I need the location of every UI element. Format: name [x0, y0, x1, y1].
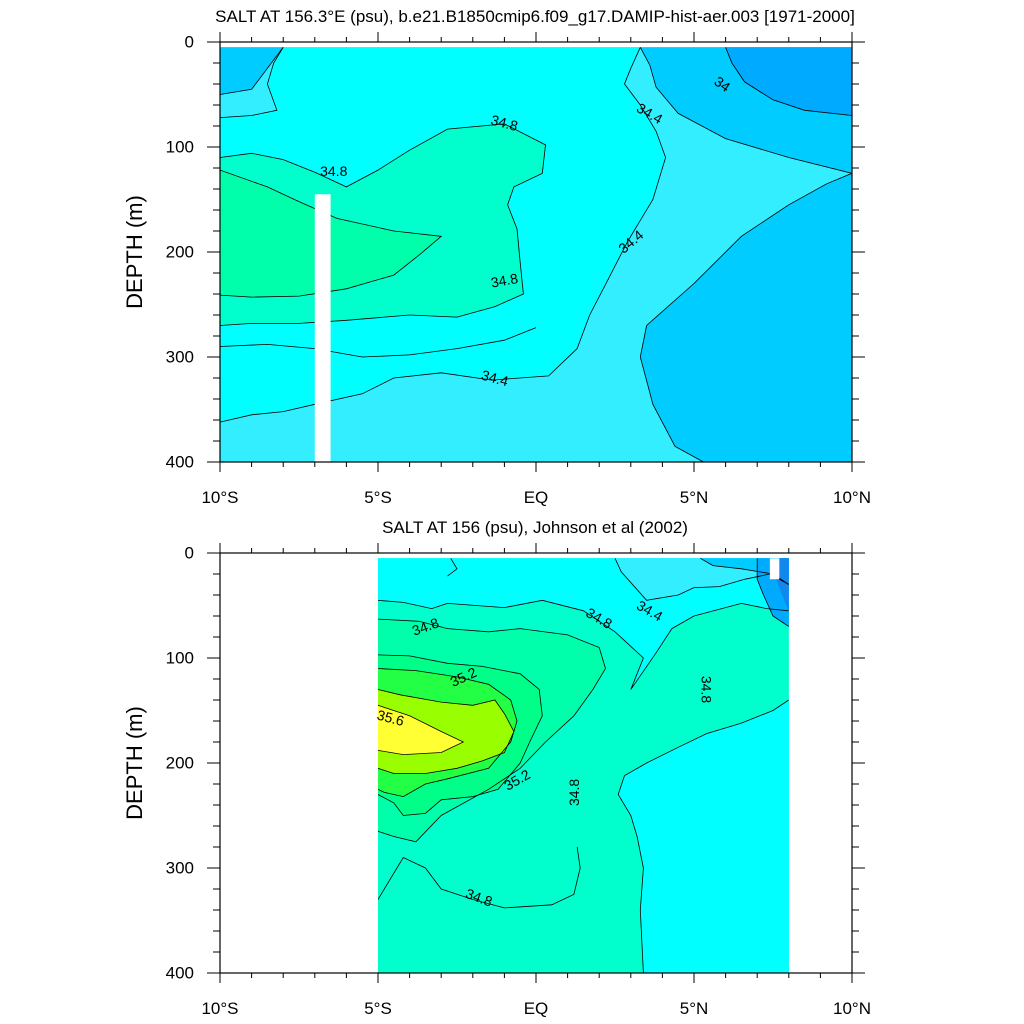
y-tick-label: 100 — [166, 138, 194, 157]
missing-data-column — [769, 558, 780, 580]
contour-line — [220, 169, 443, 298]
contour-line — [378, 704, 465, 756]
contour-line — [378, 654, 543, 816]
contour-label: 34.8 — [320, 163, 347, 179]
top-panel-y-axis-label: DEPTH (m) — [122, 195, 147, 309]
x-tick-label: 10°N — [833, 488, 871, 507]
x-tick-label: 10°S — [201, 999, 238, 1018]
salinity-field — [378, 558, 789, 973]
contour-line — [378, 668, 518, 798]
x-tick-label: 5°S — [364, 999, 392, 1018]
y-tick-label: 100 — [166, 649, 194, 668]
contour-line — [639, 47, 852, 174]
contour-line — [725, 47, 852, 116]
contour-label: 34.4 — [480, 367, 511, 390]
contour-label: 34.8 — [490, 270, 520, 291]
contour-line — [617, 699, 789, 973]
contour-label: 34.8 — [489, 112, 520, 135]
y-tick-label: 200 — [166, 243, 194, 262]
y-tick-label: 300 — [166, 859, 194, 878]
x-tick-label: 10°N — [833, 999, 871, 1018]
contour-line — [447, 558, 458, 577]
top-panel-title: SALT AT 156.3°E (psu), b.e21.B1850cmip6.… — [215, 7, 855, 26]
x-tick-label: 5°N — [680, 999, 709, 1018]
y-tick-label: 300 — [166, 348, 194, 367]
missing-data-column — [314, 194, 331, 462]
y-tick-label: 0 — [185, 33, 194, 52]
y-tick-label: 0 — [185, 544, 194, 563]
contour-line — [220, 327, 537, 358]
y-tick-label: 200 — [166, 754, 194, 773]
x-tick-label: 5°S — [364, 488, 392, 507]
contour-line — [614, 558, 789, 601]
top-panel: SALT AT 156.3°E (psu), b.e21.B1850cmip6.… — [122, 7, 871, 507]
contour-label: 34.8 — [699, 676, 715, 703]
bottom-panel-title: SALT AT 156 (psu), Johnson et al (2002) — [382, 518, 688, 537]
contour-line — [378, 846, 581, 909]
contour-label: 35.6 — [375, 707, 406, 730]
y-tick-label: 400 — [166, 453, 194, 472]
bottom-panel: SALT AT 156 (psu), Johnson et al (2002) … — [122, 518, 871, 1018]
contour-line — [378, 599, 789, 690]
x-tick-label: 5°N — [680, 488, 709, 507]
x-tick-label: EQ — [524, 488, 549, 507]
contour-line — [378, 618, 606, 843]
x-tick-label: EQ — [524, 999, 549, 1018]
contour-line — [220, 47, 284, 118]
contour-line — [756, 558, 789, 627]
contour-line — [220, 123, 546, 326]
x-tick-label: 10°S — [201, 488, 238, 507]
contour-label: 34.8 — [566, 779, 582, 806]
y-tick-label: 400 — [166, 964, 194, 983]
contour-line — [220, 47, 284, 95]
contour-line — [639, 172, 852, 462]
bottom-panel-y-axis-label: DEPTH (m) — [122, 706, 147, 820]
salinity-field — [220, 47, 852, 462]
contour-line — [378, 689, 515, 774]
